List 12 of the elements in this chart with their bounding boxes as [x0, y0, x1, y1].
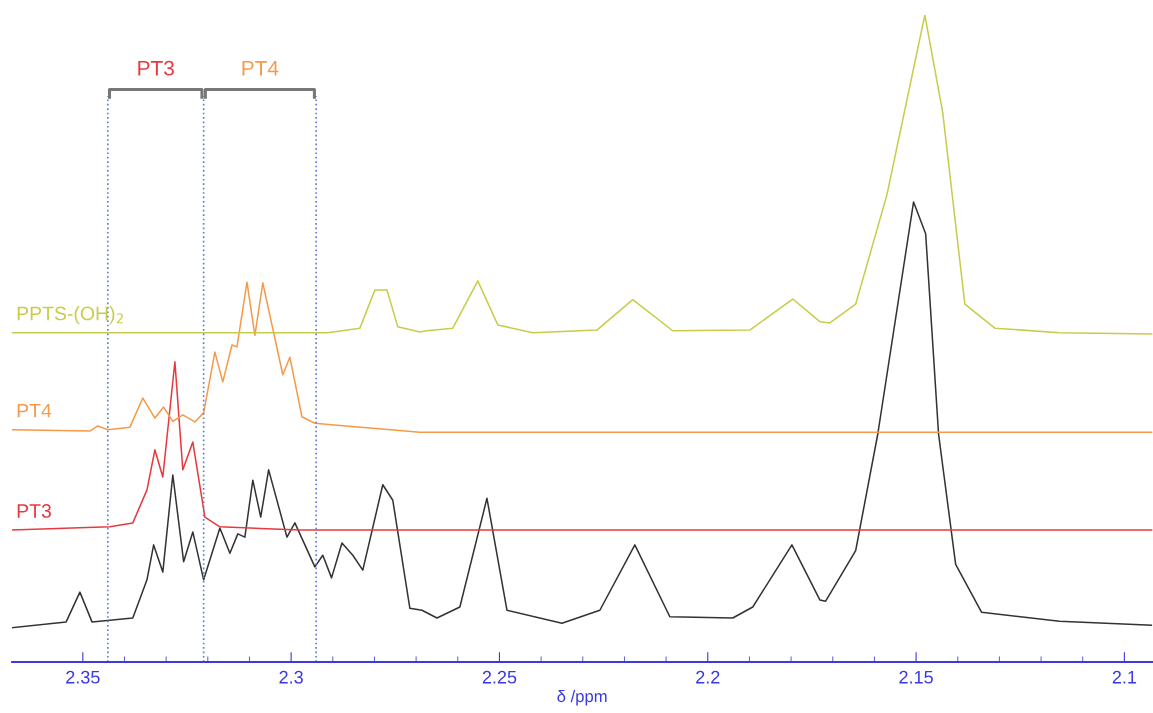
annotation: PT3	[138, 60, 174, 76]
x-axis-title: δ /ppm	[557, 689, 607, 706]
series-label: PT3	[17, 504, 51, 518]
x-tick-label: 2.2	[696, 670, 720, 684]
series-label: PT4	[17, 403, 52, 418]
annotation: PT4	[242, 61, 279, 76]
x-tick-label: 2.1	[1112, 670, 1137, 684]
x-tick-label: 2.3	[279, 670, 303, 684]
x-tick-label: 2.25	[482, 670, 517, 684]
series-label: PPTS-(OH)$_{2}$	[17, 306, 124, 325]
x-tick-label: 2.15	[899, 670, 933, 684]
x-tick-label: 2.35	[66, 670, 100, 684]
